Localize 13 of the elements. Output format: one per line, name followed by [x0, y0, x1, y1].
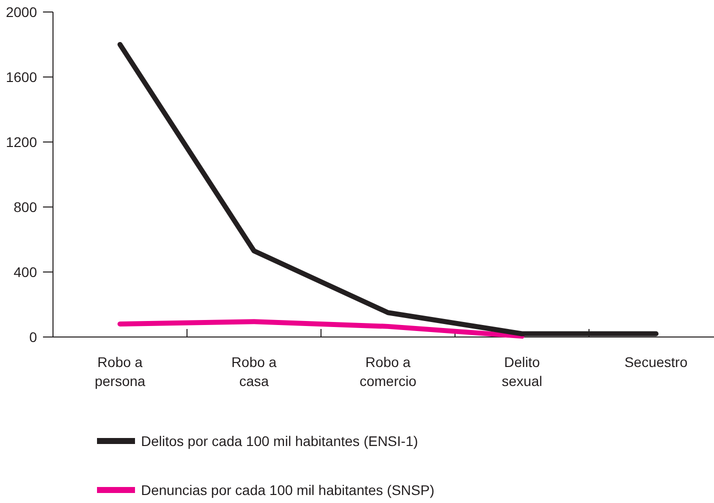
x-tick-label: Delito sexual [502, 354, 542, 389]
y-tick-label: 1200 [6, 134, 38, 150]
y-tick-label: 800 [14, 198, 38, 215]
x-tick-label: Robo a comercio [360, 354, 417, 389]
y-tick-label: 400 [14, 264, 38, 280]
x-tick-label: Secuestro [624, 354, 688, 370]
y-tick-label: 0 [29, 328, 38, 345]
y-tick-label: 1600 [6, 68, 38, 85]
x-tick-label: Robo a casa [231, 354, 277, 389]
legend-label: Denuncias por cada 100 mil habitantes (SNSP) [141, 482, 434, 498]
x-tick-label: Robo a persona [94, 354, 146, 389]
y-tick-label: 2000 [6, 4, 38, 20]
legend-label: Delitos por cada 100 mil habitantes (ENSI-1) [141, 432, 418, 449]
